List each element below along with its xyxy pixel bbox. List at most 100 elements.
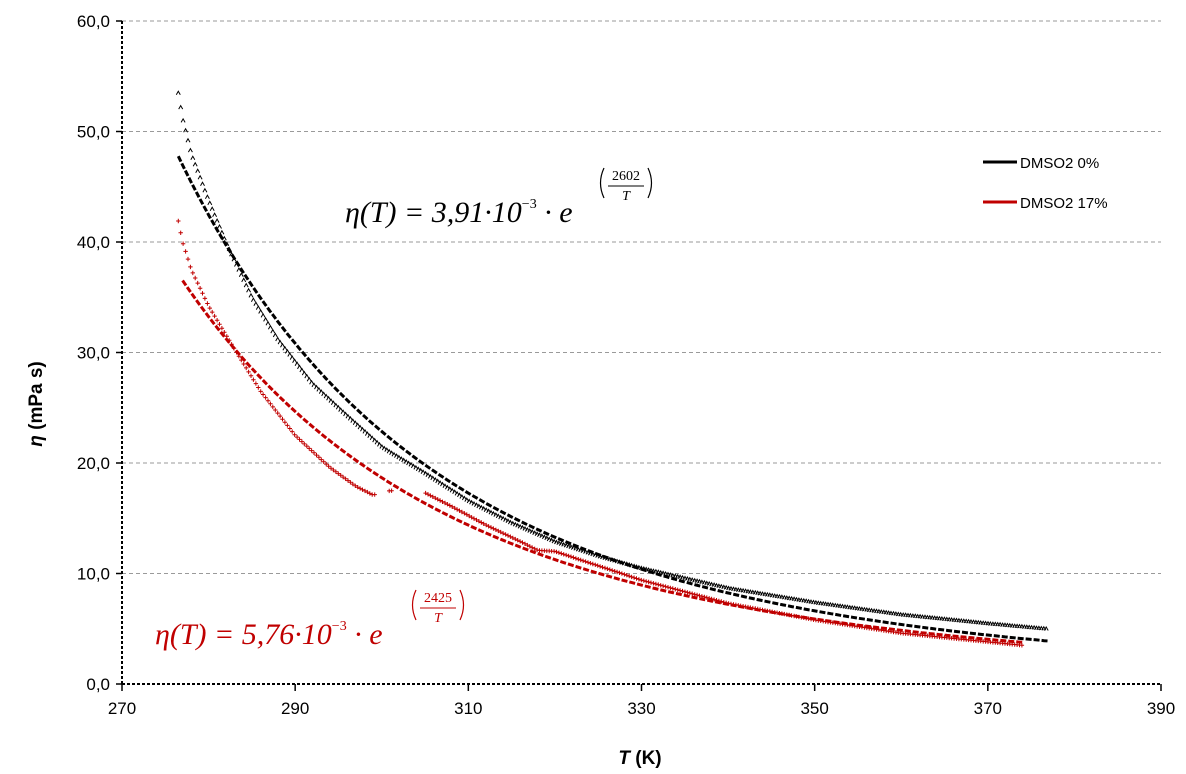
data-point <box>605 566 610 571</box>
y-tick-label: 30,0 <box>77 344 110 363</box>
data-point <box>324 461 329 467</box>
data-point <box>277 339 283 345</box>
data-point <box>202 187 208 193</box>
data-point <box>513 536 518 542</box>
data-point <box>716 598 722 604</box>
data-point <box>607 567 612 572</box>
data-point <box>440 499 445 504</box>
data-point <box>241 361 246 367</box>
data-point <box>190 270 195 276</box>
data-point <box>328 398 334 403</box>
data-point <box>178 104 184 110</box>
data-point <box>294 434 300 440</box>
data-point <box>343 476 348 481</box>
data-point <box>357 424 363 430</box>
data-point <box>212 212 218 217</box>
data-point <box>687 590 692 596</box>
data-point <box>330 400 336 406</box>
data-point <box>391 451 397 457</box>
data-point <box>362 428 368 434</box>
data-point <box>663 584 668 589</box>
data-point <box>260 312 266 318</box>
data-point <box>403 458 409 464</box>
data-point <box>234 261 239 267</box>
data-point <box>200 291 205 296</box>
data-point <box>491 526 496 531</box>
data-point <box>658 583 663 588</box>
y-tick-label: 20,0 <box>77 454 110 473</box>
data-point <box>285 423 290 428</box>
data-point <box>338 407 344 412</box>
series-0 <box>175 90 1049 643</box>
data-point <box>314 384 319 390</box>
data-point <box>207 305 212 311</box>
data-point <box>304 373 310 379</box>
data-point <box>381 445 387 451</box>
data-point <box>532 546 537 551</box>
data-point <box>256 385 261 390</box>
data-point <box>360 487 365 492</box>
data-point <box>481 521 486 526</box>
data-point <box>457 508 462 513</box>
data-point <box>520 540 525 545</box>
data-point <box>209 206 215 212</box>
data-point <box>289 355 295 360</box>
data-point <box>328 466 334 471</box>
y-tick-label: 60,0 <box>77 12 110 31</box>
data-point <box>656 582 661 587</box>
data-point <box>454 507 460 512</box>
data-point <box>340 474 346 480</box>
data-point <box>255 305 261 310</box>
data-point <box>280 417 285 422</box>
data-point <box>1019 643 1025 648</box>
x-tick-label: 350 <box>800 699 828 718</box>
data-point <box>214 318 220 323</box>
data-point <box>479 520 484 525</box>
data-point <box>653 581 659 587</box>
data-point <box>207 200 213 206</box>
data-point <box>644 579 649 584</box>
data-point <box>180 241 186 246</box>
data-point <box>260 392 266 397</box>
data-point <box>493 527 499 532</box>
data-point <box>675 587 680 592</box>
data-point <box>496 528 501 534</box>
data-point <box>204 194 210 200</box>
equation-fraction-numerator: 2602 <box>612 169 640 184</box>
data-point <box>561 552 566 557</box>
data-point <box>263 316 269 322</box>
data-point <box>190 155 196 161</box>
data-point <box>277 413 283 419</box>
y-tick-label: 0,0 <box>86 675 110 694</box>
x-tick-label: 390 <box>1147 699 1175 718</box>
data-point <box>707 596 712 601</box>
data-point <box>347 415 353 421</box>
data-point <box>389 488 394 493</box>
data-point <box>253 381 259 386</box>
data-point <box>311 382 317 388</box>
data-point <box>365 489 370 495</box>
data-point <box>282 420 288 425</box>
data-point <box>377 441 382 447</box>
data-point <box>624 573 629 578</box>
data-point <box>651 581 656 586</box>
data-point <box>309 379 315 385</box>
data-point <box>302 441 307 447</box>
data-point <box>697 593 702 598</box>
data-point <box>248 292 254 298</box>
data-point <box>195 280 200 286</box>
data-point <box>267 324 273 330</box>
data-point <box>600 565 605 570</box>
data-point <box>306 376 312 382</box>
data-point <box>648 580 654 585</box>
data-point <box>265 398 271 403</box>
data-point <box>619 571 625 576</box>
data-point <box>316 455 322 460</box>
data-point <box>437 480 443 485</box>
data-point <box>307 446 312 451</box>
data-point <box>423 470 429 476</box>
data-point <box>631 575 637 580</box>
y-axis-title: η (mPa s) <box>26 361 47 447</box>
data-point <box>685 590 690 595</box>
data-point <box>517 539 523 544</box>
